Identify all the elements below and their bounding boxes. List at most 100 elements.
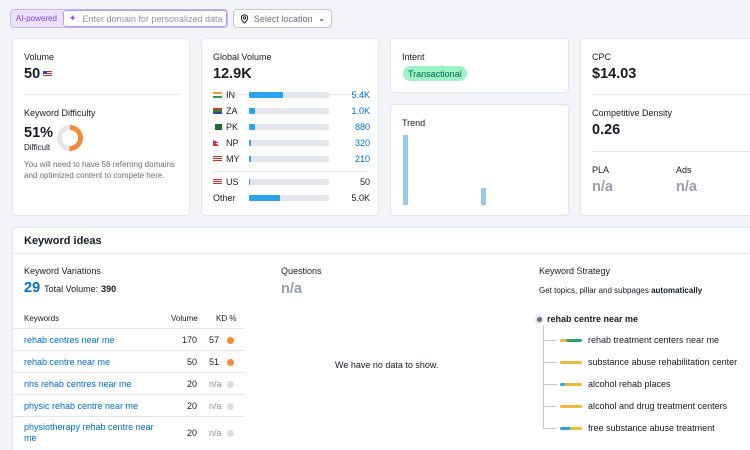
country-volume: 50 [359,177,370,187]
total-volume-label: Total Volume: [44,284,99,294]
country-row-us: US 50 [213,176,370,188]
country-code: ZA [226,106,238,116]
country-code: PK [226,122,239,132]
no-data-message: We have no data to show. [335,360,439,370]
us-flag-icon [213,179,222,185]
keyword-kd: n/a [209,401,222,411]
col-kd: KD % [216,314,237,323]
strategy-item-label: alcohol and drug treatment centers [588,401,728,411]
intent-bar-icon [560,426,582,430]
country-bar [249,179,329,185]
country-volume[interactable]: 1.0K [351,106,370,116]
country-bar-fill [249,156,251,162]
keyword-link[interactable]: rehab centres near me [24,335,115,345]
ai-powered-badge: AI-powered [11,10,63,27]
keyword-link[interactable]: nhs rehab centres near me [24,379,132,389]
keyword-variations-summary: 29 Total Volume: 390 [24,280,116,296]
keyword-link[interactable]: rehab centre near me [24,357,111,367]
strategy-item-label: rehab treatment centers near me [588,335,720,345]
country-bar-fill [249,124,255,130]
country-bar [249,156,329,162]
strategy-item-label: substance abuse rehabilitation center [588,357,738,367]
table-row: physiotherapy rehab centre near me 20 n/… [13,416,245,450]
country-code: NP [226,138,239,148]
global-volume-label: Global Volume [213,52,272,62]
location-select[interactable]: Select location ⌄ [232,9,332,28]
tree-line [543,362,557,363]
country-code: Other [213,193,236,203]
volume-label: Volume [24,52,55,62]
keyword-volume: 50 [186,357,197,367]
trend-label: Trend [402,118,426,128]
trend-bar[interactable] [481,187,486,205]
country-volume[interactable]: 210 [354,154,370,164]
divider [213,171,369,172]
tree-line [543,325,544,429]
intent-bar-icon [560,338,582,342]
country-code: IN [226,90,235,100]
divider [592,94,750,95]
kd-dot-icon [227,337,234,344]
kd-label: Keyword Difficulty [24,108,96,118]
strategy-item[interactable]: alcohol and drug treatment centers [560,400,727,412]
volume-value: 50 [24,66,53,82]
pla-value: n/a [592,179,613,195]
strategy-item[interactable]: rehab treatment centers near me [560,334,719,346]
sparkle-icon: ✦ [68,13,77,23]
country-row-my: MY 210 [213,153,370,165]
trend-bar[interactable] [403,135,408,205]
kd-donut-chart [57,125,83,151]
root-dot-icon [537,316,542,322]
table-row: nhs rehab centres near me 20 n/a [13,372,245,394]
country-volume[interactable]: 880 [354,122,370,132]
kd-dot-icon [227,403,234,410]
country-bar-fill [249,195,281,201]
country-row-in: IN 5.4K [213,89,370,101]
country-row-np: NP 320 [213,137,370,149]
pakistan-flag-icon [213,124,222,130]
table-row: rehab centre near me 50 51 [13,350,245,372]
keyword-link[interactable]: physiotherapy rehab centre near me [24,422,154,443]
keyword-variations-count[interactable]: 29 [24,280,41,296]
kd-difficulty-text: Difficult [24,143,51,152]
strategy-item[interactable]: alcohol rehab places [560,378,671,390]
country-volume[interactable]: 320 [354,138,370,148]
strategy-root[interactable]: rehab centre near me [537,314,638,324]
keyword-kd: n/a [209,428,222,438]
country-volume[interactable]: 5.4K [351,90,370,100]
country-row-pk: PK 880 [213,121,370,133]
cpc-card: CPC $14.03 Competitive Density 0.26 PLA … [580,38,750,216]
strategy-item-label: alcohol rehab places [588,379,671,389]
india-flag-icon [213,92,222,98]
us-flag-icon [43,71,53,78]
cpc-label: CPC [592,52,612,62]
global-volume-value: 12.9K [213,66,252,82]
domain-input[interactable]: ✦ Enter domain for personalized data [62,10,227,27]
pla-label: PLA [592,165,610,175]
top-bar: AI-powered ✦ Enter domain for personaliz… [10,9,332,28]
intent-bar-icon [560,404,582,408]
location-placeholder: Select location [253,13,313,24]
keyword-ideas-title: Keyword ideas [24,235,102,247]
country-bar [249,124,329,130]
trend-chart [402,135,558,205]
chevron-down-icon: ⌄ [318,14,325,23]
keyword-kd: n/a [209,379,222,389]
keyword-volume: 170 [181,335,197,345]
country-row-other: Other 5.0K [213,192,370,204]
intent-badge[interactable]: Transactional [403,66,467,81]
intent-bar-icon [560,382,582,386]
strategy-item[interactable]: free substance abuse treatment [560,422,715,434]
country-bar [249,108,329,114]
strategy-item[interactable]: substance abuse rehabilitation center [560,356,737,368]
keyword-link[interactable]: physic rehab centre near me [24,401,139,411]
kd-dot-icon [227,359,234,366]
tree-line [543,384,557,385]
keyword-ideas-card: Keyword ideas Keyword Variations 29 Tota… [12,227,750,450]
divider [24,94,180,95]
intent-label: Intent [402,52,425,62]
table-row: physic rehab centre near me 20 n/a [13,394,245,416]
south-africa-flag-icon [213,108,222,114]
country-bar-fill [249,108,256,114]
keyword-strategy-label: Keyword Strategy [539,266,611,276]
